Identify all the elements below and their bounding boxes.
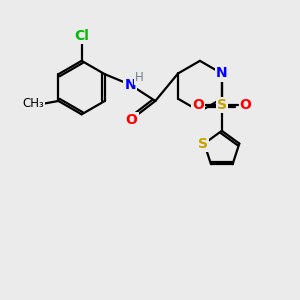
Text: O: O: [126, 113, 137, 127]
Text: O: O: [240, 98, 251, 112]
Text: CH₃: CH₃: [22, 98, 44, 110]
Text: N: N: [124, 78, 136, 92]
Text: S: S: [217, 98, 227, 112]
Text: N: N: [216, 67, 228, 80]
Text: S: S: [198, 136, 208, 151]
Text: O: O: [192, 98, 204, 112]
Text: Cl: Cl: [74, 28, 89, 43]
Text: H: H: [135, 71, 144, 84]
